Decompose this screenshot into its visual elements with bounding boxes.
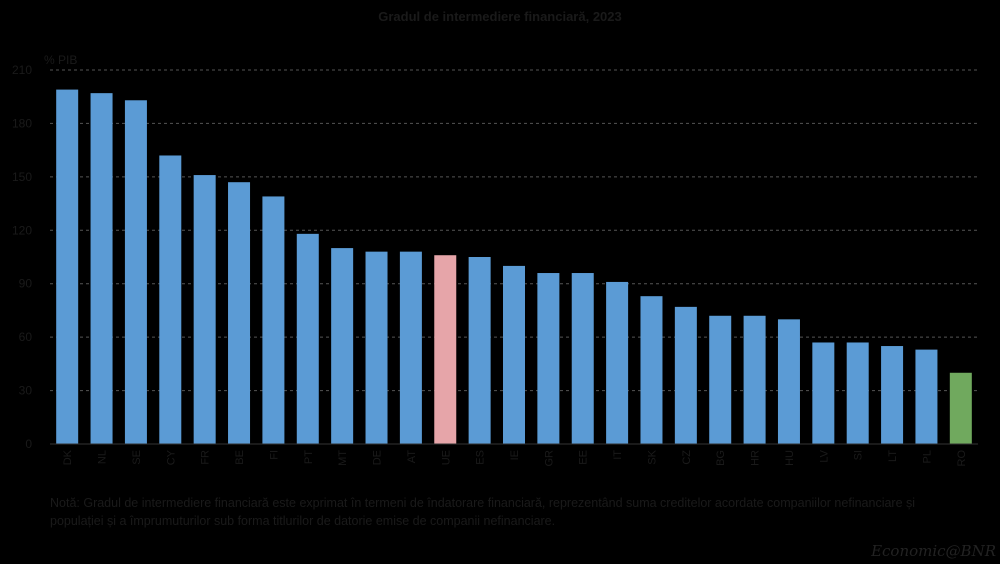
x-tick-label: NL [97,450,109,464]
bar [434,255,457,444]
x-tick-label: PL [921,450,933,463]
bar [743,315,766,444]
x-tick-label: LV [818,449,830,462]
y-tick-label: 120 [12,223,32,237]
y-tick-label: 60 [19,330,33,344]
bar [124,100,147,445]
x-tick-label: BE [234,450,246,465]
x-tick-label: FR [200,450,212,465]
brand-label: Economic@BNR [871,542,996,560]
x-tick-label: BG [715,450,727,466]
bar [193,175,216,445]
bar [674,306,697,444]
y-tick-label: 30 [19,384,33,398]
y-tick-label: 0 [25,437,32,451]
bar [331,248,354,444]
bar [949,372,972,444]
x-tick-label: CZ [681,450,693,465]
bar [503,265,525,444]
x-tick-label: LT [887,450,899,462]
y-tick-label: 90 [19,277,33,291]
bar [812,342,835,444]
bar [399,251,422,444]
x-tick-label: GR [543,450,555,467]
bar [537,273,560,444]
bar [709,315,732,444]
bar [296,233,319,444]
chart-note: Notă: Gradul de intermediere financiară … [50,496,916,528]
bar [365,251,388,444]
x-tick-label: SI [853,450,865,460]
x-tick-label: DK [62,449,74,465]
bar [56,89,79,444]
bar [846,342,869,444]
x-tick-label: SK [646,449,658,464]
x-tick-label: MT [337,450,349,466]
x-tick-label: ES [475,450,487,465]
bar [606,281,629,444]
y-tick-label: 150 [12,170,32,184]
bar [262,196,285,444]
x-tick-label: RO [956,450,968,467]
x-tick-label: AT [406,450,418,464]
chart-title: Gradul de intermediere financiară, 2023 [378,9,622,24]
bar [571,273,594,444]
x-tick-label: HU [784,450,796,466]
x-tick-label: DE [372,450,384,465]
x-tick-label: SE [131,450,143,465]
bar [640,296,663,444]
bar [468,257,491,444]
y-axis-label: % PIB [44,53,77,67]
bar [159,155,182,444]
x-tick-label: PT [303,450,315,464]
bar [228,182,251,444]
y-tick-label: 210 [12,63,32,77]
x-tick-label: HR [750,450,762,466]
bar [777,319,800,444]
x-tick-label: FI [268,450,280,460]
x-tick-label: EE [578,450,590,465]
x-tick-label: UE [440,450,452,465]
bar [915,349,938,444]
bar [90,93,113,445]
bar [881,346,904,444]
y-tick-label: 180 [12,116,32,130]
x-tick-label: CY [165,449,177,465]
x-tick-label: IT [612,450,624,460]
x-tick-label: IE [509,450,521,460]
